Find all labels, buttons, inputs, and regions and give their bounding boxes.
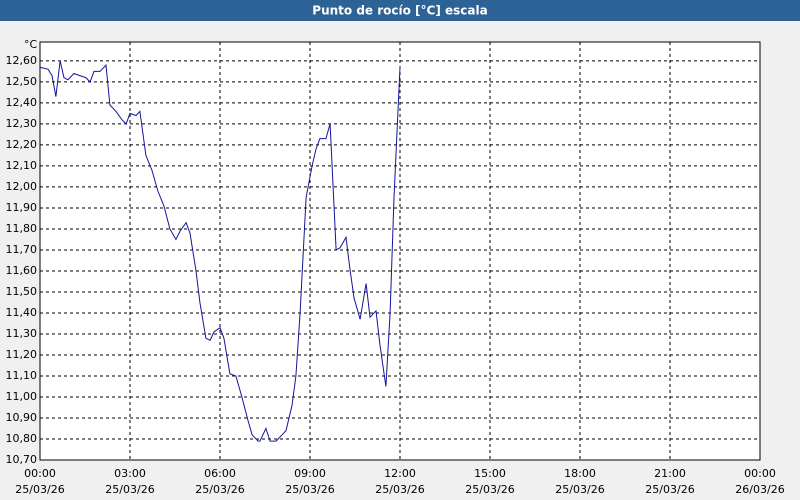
y-tick-label: 10,70 xyxy=(6,453,38,466)
x-tick-date: 25/03/26 xyxy=(375,483,424,496)
y-tick-label: 11,90 xyxy=(6,201,38,214)
chart-title: Punto de rocío [°C] escala xyxy=(312,4,487,18)
y-tick-label: 12,10 xyxy=(6,159,38,172)
x-tick-label: 06:00 xyxy=(204,467,236,480)
y-tick-label: 11,70 xyxy=(6,243,38,256)
title-bar xyxy=(0,0,800,21)
x-tick-label: 21:00 xyxy=(654,467,686,480)
x-tick-label: 18:00 xyxy=(564,467,596,480)
y-tick-label: 10,80 xyxy=(6,432,38,445)
y-tick-label: 12,20 xyxy=(6,138,38,151)
x-tick-date: 25/03/26 xyxy=(15,483,64,496)
y-tick-label: 10,90 xyxy=(6,411,38,424)
x-tick-label: 09:00 xyxy=(294,467,326,480)
y-tick-label: 12,50 xyxy=(6,75,38,88)
y-tick-label: 11,20 xyxy=(6,348,38,361)
x-tick-date: 25/03/26 xyxy=(555,483,604,496)
x-tick-date: 25/03/26 xyxy=(285,483,334,496)
y-tick-label: 12,60 xyxy=(6,54,38,67)
y-tick-label: 11,80 xyxy=(6,222,38,235)
x-tick-date: 25/03/26 xyxy=(195,483,244,496)
x-tick-label: 03:00 xyxy=(114,467,146,480)
y-tick-label: 11,60 xyxy=(6,264,38,277)
x-tick-label: 12:00 xyxy=(384,467,416,480)
y-tick-label: 11,40 xyxy=(6,306,38,319)
y-unit: °C xyxy=(24,38,38,51)
plot-border xyxy=(39,41,761,461)
x-tick-date: 25/03/26 xyxy=(465,483,514,496)
y-tick-label: 12,40 xyxy=(6,96,38,109)
x-tick-date: 25/03/26 xyxy=(105,483,154,496)
x-tick-date: 26/03/26 xyxy=(735,483,784,496)
y-tick-label: 11,50 xyxy=(6,285,38,298)
x-tick-label: 00:00 xyxy=(744,467,776,480)
y-tick-label: 11,00 xyxy=(6,390,38,403)
data-line xyxy=(39,60,401,442)
y-tick-label: 12,00 xyxy=(6,180,38,193)
x-tick-label: 00:00 xyxy=(24,467,56,480)
y-tick-label: 11,30 xyxy=(6,327,38,340)
x-tick-label: 15:00 xyxy=(474,467,506,480)
y-tick-label: 11,10 xyxy=(6,369,38,382)
x-tick-date: 25/03/26 xyxy=(645,483,694,496)
y-tick-label: 12,30 xyxy=(6,117,38,130)
